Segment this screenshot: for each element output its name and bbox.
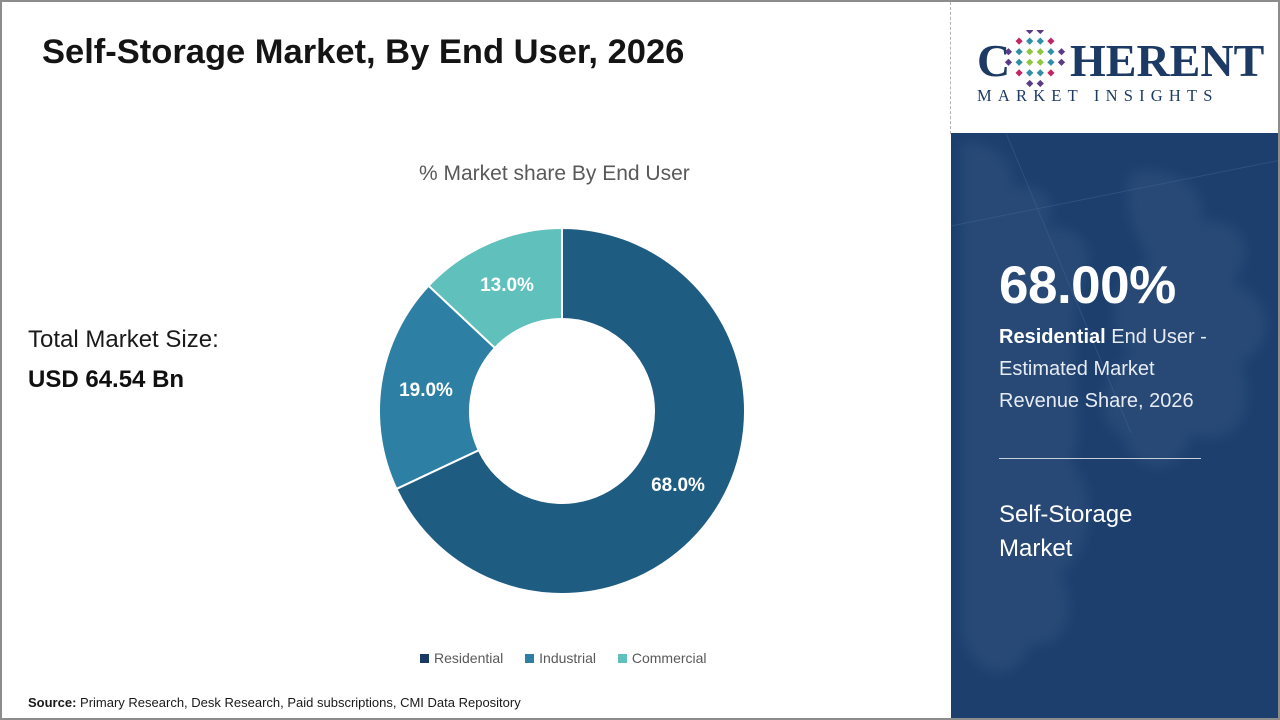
- svg-text:C: C: [977, 35, 1010, 86]
- svg-text:HERENT: HERENT: [1070, 35, 1264, 86]
- svg-text:68.0%: 68.0%: [651, 475, 705, 496]
- svg-text:19.0%: 19.0%: [399, 380, 453, 401]
- svg-text:MARKET INSIGHTS: MARKET INSIGHTS: [977, 86, 1219, 105]
- svg-text:13.0%: 13.0%: [480, 275, 534, 296]
